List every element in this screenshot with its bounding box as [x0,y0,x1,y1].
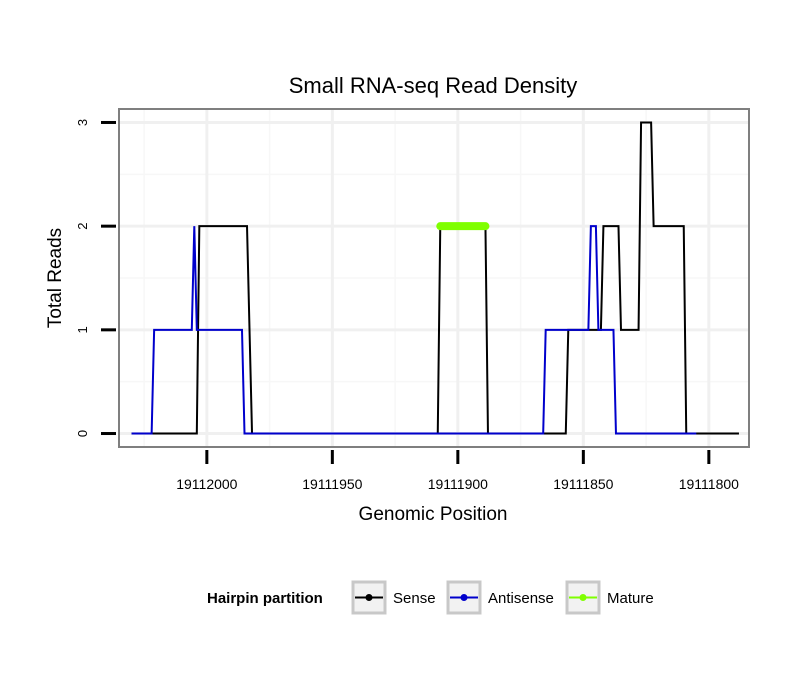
y-tick-label: 0 [75,430,90,437]
legend-item-antisense: Antisense [446,580,554,615]
legend-key-point [365,594,373,601]
x-tick-label: 19111950 [302,476,362,492]
chart-title: Small RNA-seq Read Density [289,73,578,98]
y-tick-label: 1 [75,326,90,333]
plot-panel [118,108,750,448]
x-axis: 19112000 19111950 19111900 19111850 19111800 [176,450,739,492]
x-tick-label: 19111900 [428,476,488,492]
series-layer [131,121,739,435]
legend-items: Sense Antisense Mature [351,580,654,615]
y-axis: 0 1 2 3 [75,119,116,437]
legend-label: Antisense [488,590,554,607]
legend-title: Hairpin partition [207,590,323,607]
y-axis-title: Total Reads [45,228,66,328]
legend-key-point [579,594,587,601]
series-line-antisense [131,225,697,435]
legend-item-sense: Sense [351,580,436,615]
x-axis-title: Genomic Position [359,504,508,525]
legend-label: Mature [607,590,654,607]
y-tick-label: 3 [75,119,90,126]
x-tick-label: 19111800 [679,476,739,492]
legend: Hairpin partition Sense Antisense Mature [207,580,654,615]
legend-key-point [460,594,468,601]
grid [119,109,749,447]
x-tick-label: 19112000 [176,476,237,492]
y-tick-label: 2 [75,223,90,230]
legend-label: Sense [393,590,436,607]
legend-item-mature: Mature [565,580,654,615]
x-tick-label: 19111850 [553,476,613,492]
